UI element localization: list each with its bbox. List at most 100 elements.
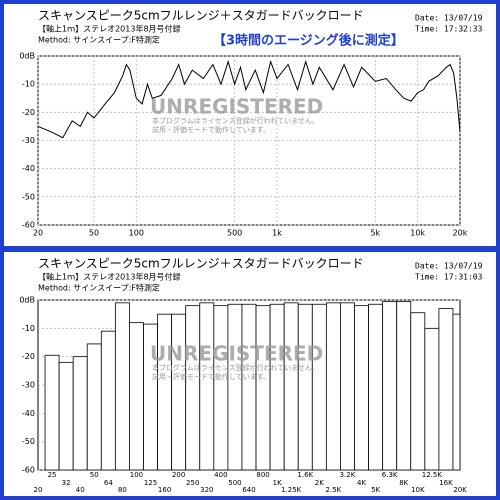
bar: [297, 303, 313, 471]
x-tick-label: 200: [172, 471, 185, 479]
bar: [340, 302, 355, 471]
x-tick-label: 500: [228, 479, 241, 487]
y-tick-label: -40: [22, 409, 35, 418]
bar: [199, 302, 215, 471]
bar: [438, 308, 454, 471]
bar: [44, 354, 60, 471]
y-tick-label: -40: [22, 164, 35, 173]
bar: [410, 312, 426, 471]
watermark-note: 試用・評価モードで動作しています。: [152, 372, 270, 381]
bar: [241, 303, 257, 471]
y-tick-label: 0dB: [19, 296, 35, 305]
x-tick-label: 1.6K: [297, 471, 313, 479]
x-tick-label: 25: [48, 471, 57, 479]
x-tick-label: 250: [186, 479, 199, 487]
bar: [100, 330, 116, 471]
x-tick-label: 160: [158, 486, 171, 494]
y-tick-label: -50: [22, 192, 35, 201]
x-tick-label: 1K: [273, 479, 282, 487]
watermark-note: 本プログラムはライセンス登録が行われていません。: [152, 116, 319, 125]
x-tick-label: 64: [104, 479, 113, 487]
bar: [255, 305, 271, 471]
x-tick-label: 100: [129, 229, 144, 238]
bar: [382, 301, 398, 471]
y-tick-label: -30: [22, 381, 35, 390]
y-tick-label: -50: [22, 437, 35, 446]
y-tick-label: -10: [22, 80, 35, 89]
y-tick-label: -30: [22, 136, 35, 145]
x-tick-label: 50: [89, 229, 99, 238]
bar: [157, 313, 173, 471]
time: Time: 17:32:33: [415, 25, 483, 34]
bar: [86, 343, 102, 471]
y-tick-label: -60: [22, 221, 35, 230]
chart-title: スキャンスピーク5cmフルレンジ＋スタガードバックロード: [38, 257, 364, 271]
bar: [396, 301, 412, 471]
watermark-note: 試用・評価モードで動作しています。: [152, 125, 270, 134]
x-tick-label: 32: [62, 479, 71, 487]
bar: [114, 302, 130, 471]
date: Date: 13/07/19: [415, 14, 483, 23]
x-tick-label: 20K: [453, 486, 467, 494]
x-tick-label: 640: [242, 486, 255, 494]
x-tick-label: 8K: [399, 479, 408, 487]
y-tick-label: -20: [22, 352, 35, 361]
x-tick-label: 4K: [357, 479, 366, 487]
bar: [354, 305, 369, 471]
bar: [452, 313, 461, 471]
y-tick-label: -10: [22, 324, 35, 333]
y-tick-label: 0dB: [19, 52, 35, 61]
x-tick-label: 10K: [411, 486, 425, 494]
x-tick-label: 5k: [370, 229, 380, 238]
bar: [424, 327, 440, 471]
bar: [129, 322, 144, 471]
method: Method: サインスイープ:F特測定: [38, 35, 160, 45]
bar: [58, 361, 74, 471]
x-tick-label: 80: [118, 486, 127, 494]
x-tick-label: 3.2K: [340, 471, 356, 479]
x-tick-label: 2.5K: [326, 486, 342, 494]
x-tick-label: 20k: [453, 229, 468, 238]
x-tick-label: 500: [227, 229, 242, 238]
x-tick-label: 125: [144, 479, 157, 487]
bar: [72, 356, 88, 471]
bar: [283, 302, 299, 471]
x-tick-label: 100: [130, 471, 143, 479]
watermark: UNREGISTERED: [150, 95, 323, 119]
x-tick-label: 320: [200, 486, 213, 494]
bar: [368, 303, 384, 471]
x-tick-label: 1k: [272, 229, 282, 238]
y-tick-label: -60: [22, 466, 35, 475]
x-tick-label: 5K: [371, 486, 380, 494]
bar: [185, 305, 201, 471]
y-tick-label: -20: [22, 108, 35, 117]
method: Method: サインスイープ:F特測定: [38, 283, 160, 293]
bar: [269, 303, 285, 471]
annotation: 【3時間のエージング後に測定】: [213, 33, 404, 49]
bar: [171, 313, 187, 471]
bar: [311, 303, 327, 471]
subtitle: 【軸上1ｍ】ステレオ2013年8月号付録: [38, 272, 181, 282]
bar: [213, 305, 229, 471]
x-tick-label: 800: [256, 471, 269, 479]
response-line: [37, 59, 461, 139]
watermark-note: 本プログラムはライセンス登録が行われていません。: [152, 363, 319, 372]
subtitle: 【軸上1ｍ】ステレオ2013年8月号付録: [38, 24, 181, 34]
x-tick-label: 20: [34, 486, 43, 494]
time: Time: 17:31:03: [415, 273, 483, 282]
x-tick-label: 12.5K: [422, 471, 443, 479]
x-tick-label: 400: [214, 471, 227, 479]
watermark: UNREGISTERED: [150, 342, 323, 366]
plot-area: [37, 55, 461, 226]
x-tick-label: 20: [33, 229, 43, 238]
x-tick-label: 10k: [410, 229, 425, 238]
x-tick-label: 16K: [439, 479, 453, 487]
x-tick-label: 1.25K: [281, 486, 302, 494]
bar: [227, 303, 243, 471]
x-tick-label: 50: [90, 471, 99, 479]
date: Date: 13/07/19: [415, 262, 483, 271]
chart-title: スキャンスピーク5cmフルレンジ＋スタガードバックロード: [38, 9, 364, 23]
x-tick-label: 40: [76, 486, 85, 494]
x-tick-label: 2K: [315, 479, 324, 487]
